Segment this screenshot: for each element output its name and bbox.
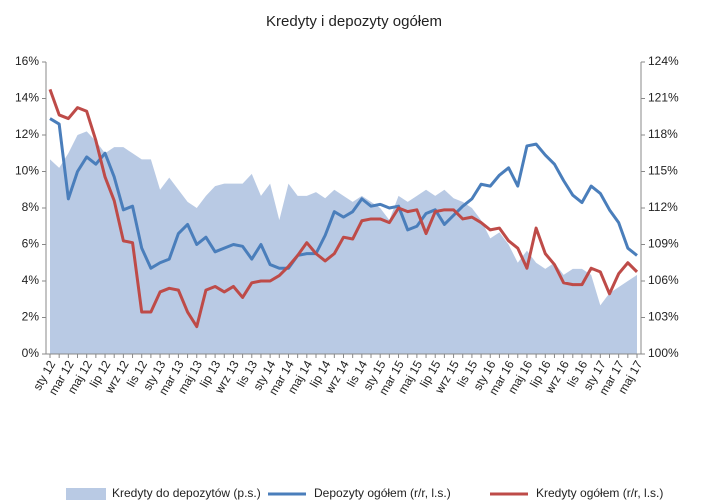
- y2-tick-label: 124%: [648, 54, 679, 68]
- y2-tick-label: 109%: [648, 237, 679, 251]
- y-tick-label: 4%: [22, 273, 40, 287]
- y2-tick-label: 121%: [648, 91, 679, 105]
- y-tick-label: 16%: [15, 54, 39, 68]
- y-tick-label: 2%: [22, 310, 40, 324]
- y-tick-label: 14%: [15, 91, 39, 105]
- y2-tick-label: 100%: [648, 346, 679, 360]
- chart-title: Kredyty i depozyty ogółem: [266, 13, 442, 30]
- y2-tick-label: 112%: [648, 200, 678, 214]
- area: [50, 131, 637, 354]
- y-tick-label: 10%: [15, 164, 39, 178]
- legend-swatch: [66, 488, 106, 500]
- y-tick-label: 6%: [22, 237, 40, 251]
- y2-tick-label: 115%: [648, 164, 678, 178]
- line: [49, 117, 638, 270]
- y2-tick-label: 118%: [648, 127, 678, 141]
- legend-item: Kredyty do depozytów (p.s.): [66, 486, 261, 500]
- legend-label: Kredyty do depozytów (p.s.): [112, 486, 261, 500]
- y-tick-label: 12%: [15, 127, 39, 141]
- legend-item: Kredyty ogółem (r/r, l.s.): [490, 486, 663, 500]
- legend-item: Depozyty ogółem (r/r, l.s.): [268, 486, 451, 500]
- y2-tick-label: 106%: [648, 273, 679, 287]
- y-tick-label: 8%: [22, 200, 40, 214]
- legend-label: Kredyty ogółem (r/r, l.s.): [536, 486, 663, 500]
- legend-label: Depozyty ogółem (r/r, l.s.): [314, 486, 451, 500]
- y-tick-label: 0%: [22, 346, 40, 360]
- y2-tick-label: 103%: [648, 310, 679, 324]
- line: [48, 88, 639, 329]
